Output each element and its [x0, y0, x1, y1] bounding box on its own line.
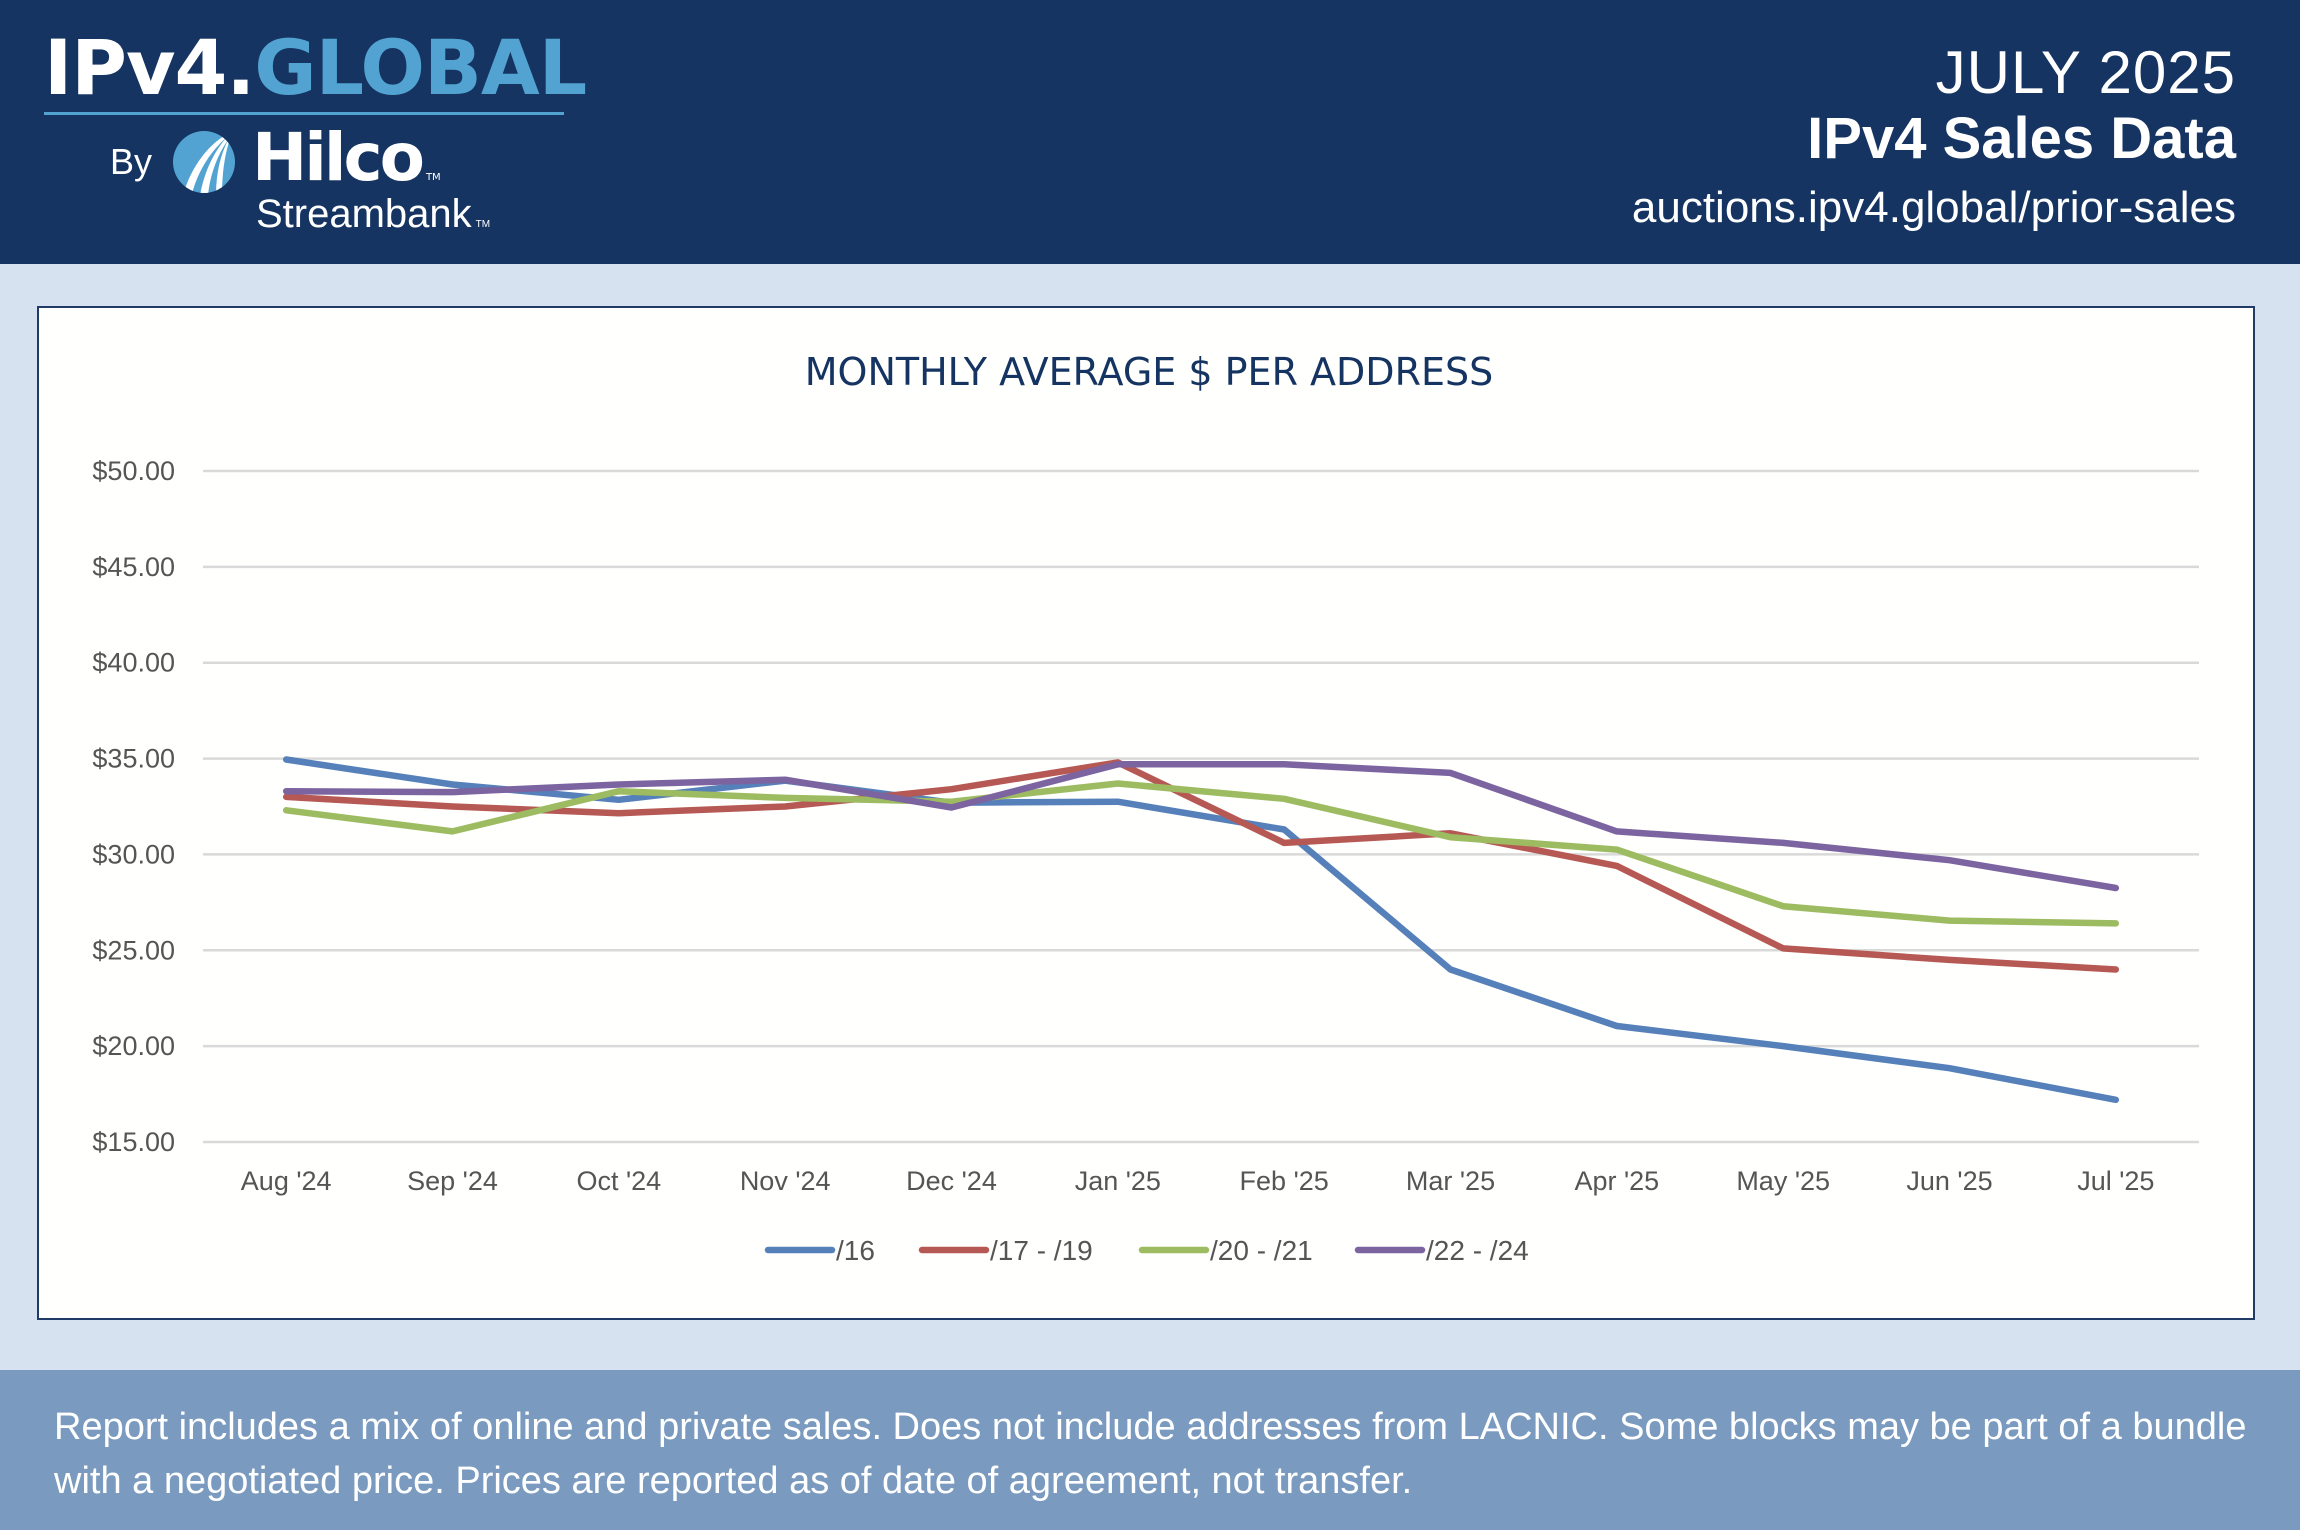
x-tick-label: Sep '24 [407, 1166, 498, 1196]
x-tick-label: Nov '24 [740, 1166, 831, 1196]
legend-label: /20 - /21 [1210, 1235, 1313, 1266]
y-tick-label: $25.00 [92, 935, 175, 965]
logo-by-text: By [110, 141, 153, 182]
series-line [282, 761, 2120, 892]
legend-item[interactable]: /17 - /19 [918, 1235, 1093, 1266]
legend-label: /17 - /19 [990, 1235, 1093, 1266]
series-line [282, 759, 2120, 973]
ipv4-global-logo: IPv4.GLOBAL [44, 22, 587, 114]
y-tick-label: $35.00 [92, 744, 175, 774]
logo-divider [44, 112, 564, 115]
y-tick-label: $40.00 [92, 648, 175, 678]
y-axis-ticks: $15.00 $20.00 $25.00 $30.00 $35.00 $40.00 $45.… [92, 456, 175, 1157]
legend-item[interactable]: /22 - /24 [1354, 1235, 1529, 1266]
y-tick-label: $20.00 [92, 1031, 175, 1061]
streambank-trademark: TM [475, 219, 491, 230]
x-tick-label: Jan '25 [1075, 1166, 1161, 1196]
x-tick-label: Apr '25 [1574, 1166, 1659, 1196]
chart-title: MONTHLY AVERAGE $ PER ADDRESS [805, 350, 1493, 394]
x-tick-label: Aug '24 [241, 1166, 332, 1196]
legend-item[interactable]: /20 - /21 [1138, 1235, 1313, 1266]
x-tick-label: Dec '24 [906, 1166, 997, 1196]
logo-part1: IPv4. [44, 23, 255, 112]
report-url-link[interactable]: auctions.ipv4.global/prior-sales [1631, 183, 2236, 232]
x-tick-label: Jun '25 [1906, 1166, 1992, 1196]
line-chart: MONTHLY AVERAGE $ PER ADDRESS $15.00 $20.… [92, 350, 2199, 1266]
header-banner: IPv4.GLOBAL By Hilco TM Streambank TM JULY… [0, 0, 2300, 264]
x-tick-label: Feb '25 [1240, 1166, 1329, 1196]
series-line [282, 780, 2120, 927]
y-tick-label: $45.00 [92, 552, 175, 582]
report-title: IPv4 Sales Data [1807, 106, 2236, 171]
series-3 [282, 780, 2120, 927]
report-month: JULY 2025 [1935, 39, 2236, 106]
footer-disclaimer: Report includes a mix of online and priv… [0, 1370, 2300, 1530]
y-tick-label: $50.00 [92, 456, 175, 486]
x-tick-label: Jul '25 [2077, 1166, 2154, 1196]
gridlines [203, 469, 2199, 1144]
hilco-wordmark: Hilco TM [252, 118, 441, 218]
x-tick-label: May '25 [1736, 1166, 1830, 1196]
y-tick-label: $30.00 [92, 839, 175, 869]
x-axis-ticks: Aug '24 Sep '24 Oct '24 Nov '24 Dec '24 Jan '… [241, 1166, 2155, 1196]
streambank-wordmark: Streambank TM [256, 190, 490, 249]
chart-panel: MONTHLY AVERAGE $ PER ADDRESS $15.00 $20.… [37, 306, 2255, 1320]
logo-part2: GLOBAL [254, 23, 587, 112]
legend-label: /16 [836, 1235, 875, 1266]
chart-legend: /16/17 - /19/20 - /21/22 - /24 [764, 1235, 1529, 1266]
x-tick-label: Mar '25 [1406, 1166, 1495, 1196]
y-tick-label: $15.00 [92, 1127, 175, 1157]
series-lines [282, 756, 2120, 1104]
series-4 [282, 761, 2120, 892]
hilco-trademark: TM [425, 172, 441, 183]
hilco-text: Hilco [252, 119, 425, 196]
hilco-streambank-icon [173, 131, 235, 193]
disclaimer-text: Report includes a mix of online and priv… [54, 1406, 2247, 1502]
x-tick-label: Oct '24 [576, 1166, 661, 1196]
legend-label: /22 - /24 [1426, 1235, 1529, 1266]
legend-item[interactable]: /16 [764, 1235, 875, 1266]
streambank-text: Streambank [256, 192, 472, 236]
